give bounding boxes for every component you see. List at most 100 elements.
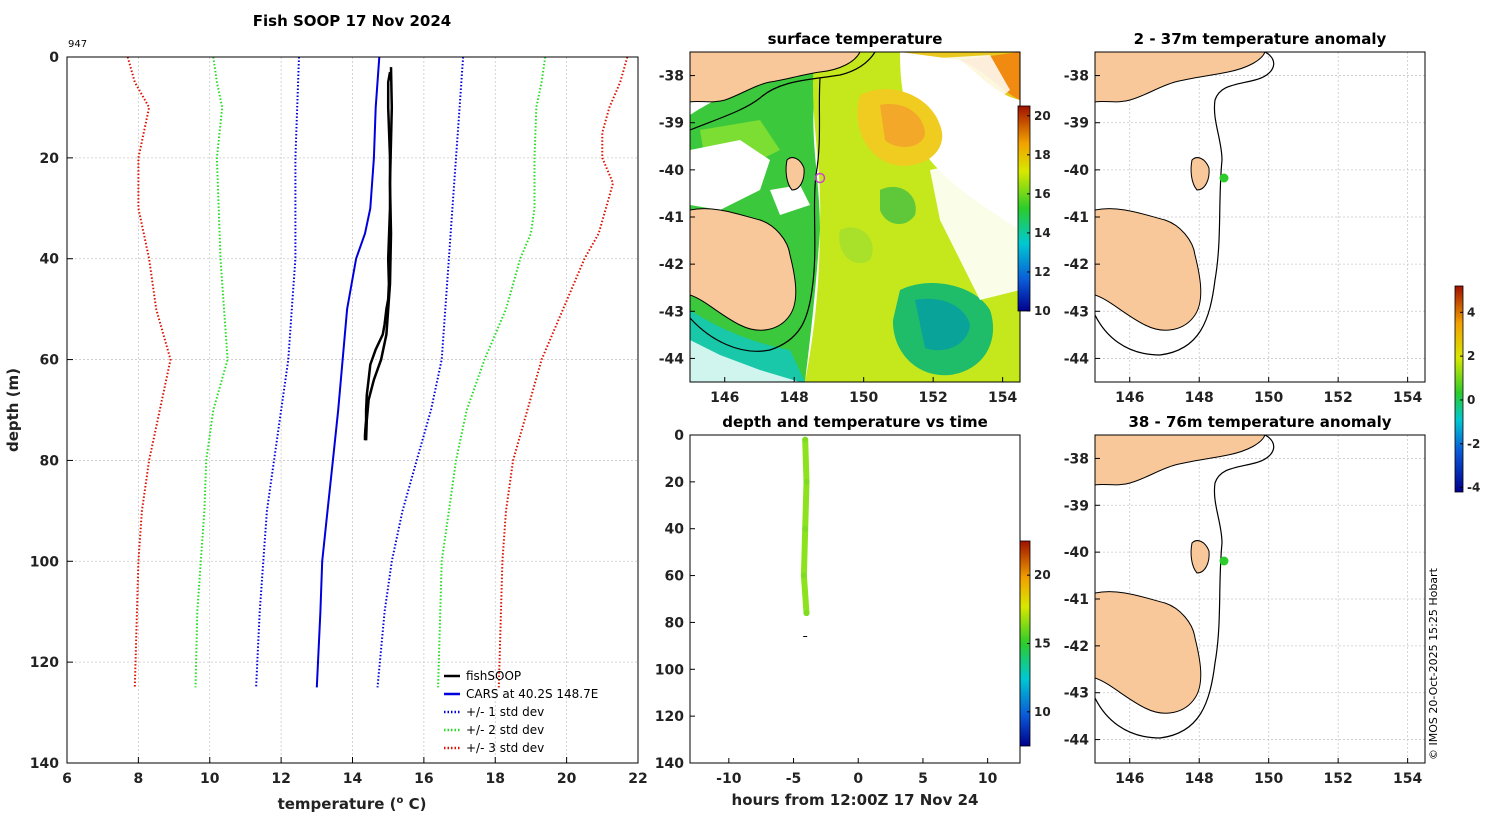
profile-xtick-label: 14 [343,771,363,787]
xlabel-main: temperature ( [278,795,397,813]
map-ytick-label: -40 [659,163,685,179]
profile-series [126,56,629,688]
land [690,52,861,331]
profile-xtick-label: 6 [62,771,72,787]
map-xtick-label: 150 [849,390,878,406]
map-ytick-label: -38 [1064,451,1089,467]
profile-xtick-label: 16 [414,771,433,787]
map-xtick-label: 152 [1324,771,1353,787]
anomaly2-grid [1095,435,1425,763]
profile-ytick-label: 100 [30,554,59,570]
surface-title: surface temperature [768,30,943,48]
timeplot-title: depth and temperature vs time [722,413,988,431]
profile-line [126,56,172,688]
colorbar-tick-label: 4 [1467,305,1475,319]
time-xtick-label: 10 [978,771,998,787]
shelf-contour-east [690,77,821,352]
time-point [800,572,807,579]
anomaly-colorbar-ticks: 4 2 0 -2 -4 [1460,305,1480,495]
profile-legend: fishSOOP CARS at 40.2S 148.7E +/- 1 std de… [444,669,598,755]
time-xtick-label: -10 [716,771,742,787]
profile-ytick-label: 20 [40,151,60,167]
timeplot-frame [689,434,1021,764]
surface-map-ticks: 146 148 150 152 154 -38 -39 -40 -41 -42 -43 -44 [659,69,1018,406]
time-xtick-label: -5 [786,771,802,787]
map-ytick-label: -41 [659,210,684,226]
profile-ylabel: depth (m) [4,368,22,452]
anomaly2-ticks: 146 148 150 152 154 -38 -39 -40 -41 -42 -43 -44 [1064,451,1423,787]
profile-line [376,56,465,688]
time-ytick-label: 20 [665,475,685,491]
map-xtick-label: 154 [1393,390,1422,406]
legend-entry: CARS at 40.2S 148.7E [466,687,598,701]
profile-line [497,56,629,688]
map-ytick-label: -39 [1064,498,1089,514]
profile-tick-labels: 6 8 10 12 14 16 18 20 22 0 20 40 60 80 100 120 140 [30,50,648,787]
map-xtick-label: 146 [1115,771,1144,787]
legend-entry: fishSOOP [466,669,521,683]
surface-temperature-map: surface temperature [659,30,1051,406]
anomaly1-point [1219,173,1229,183]
time-point [803,478,810,485]
colorbar-tick-label: 14 [1034,226,1051,240]
time-point [803,610,810,617]
map-xtick-label: 152 [919,390,948,406]
legend-entry: +/- 2 std dev [466,723,544,737]
map-ytick-label: -43 [1064,686,1089,702]
map-xtick-label: 150 [1254,771,1283,787]
profile-title: Fish SOOP 17 Nov 2024 [253,12,451,30]
profile-xtick-label: 20 [557,771,577,787]
anomaly-map-deep: 38 - 76m temperature anomaly 146 148 150 15… [1064,413,1426,787]
map-xtick-label: 154 [1393,771,1422,787]
profile-id-label: 947 [68,39,87,50]
profile-ytick-label: 60 [40,353,60,369]
profile-ytick-label: 140 [30,756,59,772]
timeplot-colorbar-ticks: 10 15 20 [1027,568,1051,719]
time-xtick-label: 5 [918,771,928,787]
map-ytick-label: -41 [1064,592,1089,608]
profile-line [437,56,547,688]
profile-xtick-label: 10 [200,771,220,787]
time-ytick-label: 140 [655,756,684,772]
anomaly2-point [1219,556,1229,566]
map-ytick-label: -43 [1064,304,1089,320]
profile-xlabel: temperature (o C) [278,795,427,813]
anomaly1-title: 2 - 37m temperature anomaly [1134,30,1387,48]
map-xtick-label: 146 [1115,390,1144,406]
colorbar-tick-label: 20 [1034,568,1051,582]
profile-xtick-label: 8 [134,771,144,787]
time-xtick-label: 0 [853,771,863,787]
xlabel-superscript: o [396,795,403,806]
colorbar-tick-label: 2 [1467,349,1475,363]
map-ytick-label: -39 [1064,116,1089,132]
map-xtick-label: 152 [1324,390,1353,406]
xlabel-tail: C) [403,795,426,813]
time-ytick-label: 80 [665,615,685,631]
profile-ytick-label: 80 [40,453,60,469]
profile-ytick-label: 40 [40,252,60,268]
time-series-points [800,436,810,637]
map-ytick-label: -38 [1064,69,1089,85]
profile-line [363,71,392,441]
profile-ytick-label: 0 [49,50,59,66]
map-ytick-label: -41 [1064,210,1089,226]
legend-entry: +/- 3 std dev [466,741,544,755]
profile-xtick-label: 18 [486,771,505,787]
timeplot-xlabel: hours from 12:00Z 17 Nov 24 [732,791,979,809]
map-xtick-label: 154 [988,390,1017,406]
profile-line [255,56,300,688]
cloud-mask [690,55,1020,382]
legend-entry: +/- 1 std dev [466,705,544,719]
anomaly1-land [1095,52,1275,356]
profile-xtick-label: 12 [271,771,290,787]
map-ytick-label: -44 [659,351,685,367]
colorbar-tick-label: 16 [1034,187,1051,201]
map-ytick-label: -44 [1064,733,1090,749]
anomaly2-title: 38 - 76m temperature anomaly [1128,413,1391,431]
map-ytick-label: -40 [1064,163,1090,179]
time-point [802,436,809,443]
colorbar-tick-label: 10 [1034,705,1051,719]
sst-colorbar-ticks: 10 12 14 16 18 20 [1027,109,1051,318]
colorbar-tick-label: 0 [1467,393,1475,407]
map-ytick-label: -40 [1064,545,1090,561]
